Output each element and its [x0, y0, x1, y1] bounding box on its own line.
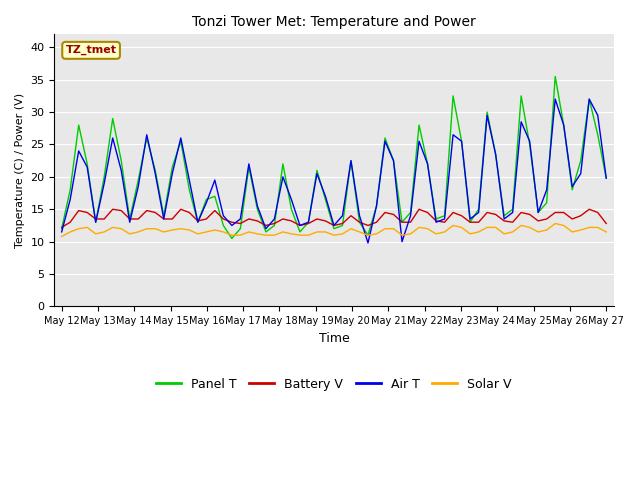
X-axis label: Time: Time: [319, 332, 349, 345]
Y-axis label: Temperature (C) / Power (V): Temperature (C) / Power (V): [15, 93, 25, 248]
Legend: Panel T, Battery V, Air T, Solar V: Panel T, Battery V, Air T, Solar V: [151, 372, 516, 396]
Text: TZ_tmet: TZ_tmet: [65, 45, 116, 56]
Title: Tonzi Tower Met: Temperature and Power: Tonzi Tower Met: Temperature and Power: [192, 15, 476, 29]
